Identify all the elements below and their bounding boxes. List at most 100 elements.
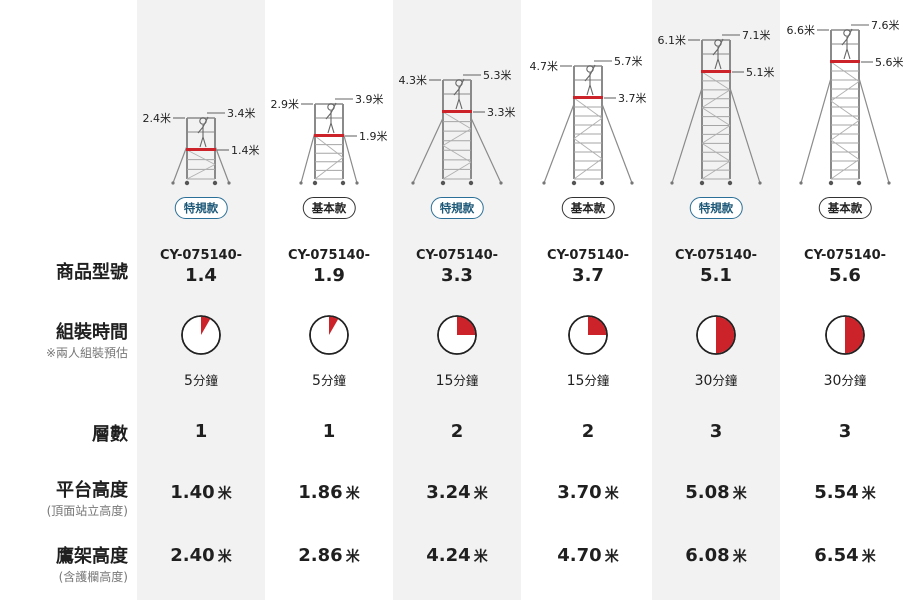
model-number: CY-075140- 5.6: [781, 248, 909, 288]
model-number-prefix: CY-075140-: [159, 248, 243, 263]
worker-icon: [197, 116, 209, 148]
assembly-time-value: 15: [435, 373, 454, 389]
scaffold-figure: 3.9米 2.9米 1.9米: [265, 0, 393, 195]
assembly-time-unit: 分鐘: [712, 373, 738, 388]
guard-height-unit: 米: [604, 549, 619, 565]
dimension-top-label: 7.1米: [742, 29, 771, 42]
assembly-time-unit: 分鐘: [320, 373, 346, 388]
row-label-guard: 鷹架高度 (含護欄高度): [56, 546, 128, 584]
guard-height-unit: 米: [473, 549, 488, 565]
product-column: 5.3米 4.3米 3.3米 特規款 CY-075140- 3.3 15分鐘 2 3.24 米 4.…: [393, 0, 521, 600]
scaffold-icon: 7.1米 6.1米 5.1米: [658, 29, 775, 186]
guard-height-value: 4.70 米: [524, 545, 652, 566]
platform-height-value: 5.08 米: [652, 482, 780, 503]
product-column: 7.6米 6.6米 5.6米 基本款 CY-075140- 5.6 30分鐘 3 5.54 米 6.…: [781, 0, 909, 600]
platform-height-unit: 米: [217, 486, 232, 502]
assembly-time-clock: [179, 313, 223, 361]
guard-height-unit: 米: [217, 549, 232, 565]
guard-height-number: 6.08: [685, 545, 730, 566]
guard-height-unit: 米: [732, 549, 747, 565]
assembly-time-clock: [307, 313, 351, 361]
guard-height-value: 4.24 米: [393, 545, 521, 566]
model-type-badge: 基本款: [818, 197, 872, 219]
guard-height-value: 6.08 米: [652, 545, 780, 566]
assembly-time-unit: 分鐘: [584, 373, 610, 388]
assembly-time-clock: [566, 313, 610, 361]
dimension-platform-label: 3.7米: [618, 92, 647, 105]
model-number-suffix: 1.9: [313, 265, 345, 286]
assembly-time-unit: 分鐘: [453, 373, 479, 388]
model-number-prefix: CY-075140-: [674, 248, 758, 263]
row-label-model: 商品型號: [56, 262, 128, 283]
platform-height-number: 5.54: [814, 482, 859, 503]
assembly-time-value: 15: [566, 373, 585, 389]
guard-height-value: 6.54 米: [781, 545, 909, 566]
platform-height-number: 3.70: [557, 482, 602, 503]
assembly-time-clock: [435, 313, 479, 361]
assembly-time-unit: 分鐘: [192, 373, 218, 388]
dimension-guard-label: 4.3米: [399, 74, 428, 87]
model-type-badge: 特規款: [430, 197, 484, 219]
platform-height-number: 1.86: [298, 482, 343, 503]
platform-height-value: 5.54 米: [781, 482, 909, 503]
scaffold-icon: 7.6米 6.6米 5.6米: [787, 19, 904, 186]
levels-value: 3: [838, 421, 852, 442]
platform-height-number: 1.40: [170, 482, 215, 503]
levels-value: 2: [581, 421, 595, 442]
assembly-time-value: 5: [184, 373, 193, 389]
product-column: 5.7米 4.7米 3.7米 基本款 CY-075140- 3.7 15分鐘 2 3.70 米 4.…: [524, 0, 652, 600]
levels-value: 1: [194, 421, 208, 442]
clock-pie-icon: [825, 315, 865, 355]
model-type-badge: 基本款: [302, 197, 356, 219]
guard-height-value: 2.86 米: [265, 545, 393, 566]
model-number-prefix: CY-075140-: [415, 248, 499, 263]
model-number: CY-075140- 3.3: [393, 248, 521, 288]
dimension-guard-label: 2.9米: [271, 98, 300, 111]
product-column: 7.1米 6.1米 5.1米 特規款 CY-075140- 5.1 30分鐘 3 5.08 米 6.…: [652, 0, 780, 600]
levels-value: 1: [322, 421, 336, 442]
assembly-time: 15分鐘: [524, 370, 652, 389]
model-number: CY-075140- 5.1: [652, 248, 780, 288]
dimension-guard-label: 6.6米: [787, 24, 816, 37]
platform-height-unit: 米: [604, 486, 619, 502]
scaffold-icon: 3.9米 2.9米 1.9米: [271, 93, 388, 186]
scaffold-figure: 5.7米 4.7米 3.7米: [524, 0, 652, 195]
assembly-time-clock: [823, 313, 867, 361]
model-number: CY-075140- 1.9: [265, 248, 393, 288]
levels-value: 2: [450, 421, 464, 442]
dimension-guard-label: 6.1米: [658, 34, 687, 47]
worker-icon: [841, 28, 853, 60]
dimension-guard-label: 4.7米: [530, 60, 559, 73]
clock-pie-icon: [309, 315, 349, 355]
model-number-suffix: 5.6: [829, 265, 861, 286]
platform-height-unit: 米: [345, 486, 360, 502]
dimension-platform-label: 5.1米: [746, 66, 775, 79]
assembly-time-clock: [694, 313, 738, 361]
scaffold-figure: 7.6米 6.6米 5.6米: [781, 0, 909, 195]
dimension-guard-label: 2.4米: [143, 112, 172, 125]
model-number-suffix: 3.7: [572, 265, 604, 286]
guard-height-number: 6.54: [814, 545, 859, 566]
clock-pie-icon: [181, 315, 221, 355]
dimension-top-label: 5.7米: [614, 55, 643, 68]
column-shade: [652, 0, 780, 600]
dimension-platform-label: 1.4米: [231, 144, 260, 157]
model-number-prefix: CY-075140-: [803, 248, 887, 263]
scaffold-icon: 3.4米 2.4米 1.4米: [143, 107, 260, 186]
assembly-time: 30分鐘: [781, 370, 909, 389]
assembly-time: 5分鐘: [137, 370, 265, 389]
scaffold-icon: 5.7米 4.7米 3.7米: [530, 55, 647, 186]
guard-height-unit: 米: [861, 549, 876, 565]
dimension-platform-label: 5.6米: [875, 56, 904, 69]
model-number-prefix: CY-075140-: [287, 248, 371, 263]
assembly-time: 5分鐘: [265, 370, 393, 389]
row-label-platform: 平台高度 (頂面站立高度): [46, 480, 128, 518]
platform-height-number: 3.24: [426, 482, 471, 503]
platform-height-value: 3.24 米: [393, 482, 521, 503]
levels-value: 3: [709, 421, 723, 442]
clock-pie-icon: [437, 315, 477, 355]
model-number-suffix: 5.1: [700, 265, 732, 286]
platform-height-unit: 米: [861, 486, 876, 502]
product-column: 3.4米 2.4米 1.4米 特規款 CY-075140- 1.4 5分鐘 1 1.40 米 2.4…: [137, 0, 265, 600]
model-type-badge: 特規款: [689, 197, 743, 219]
